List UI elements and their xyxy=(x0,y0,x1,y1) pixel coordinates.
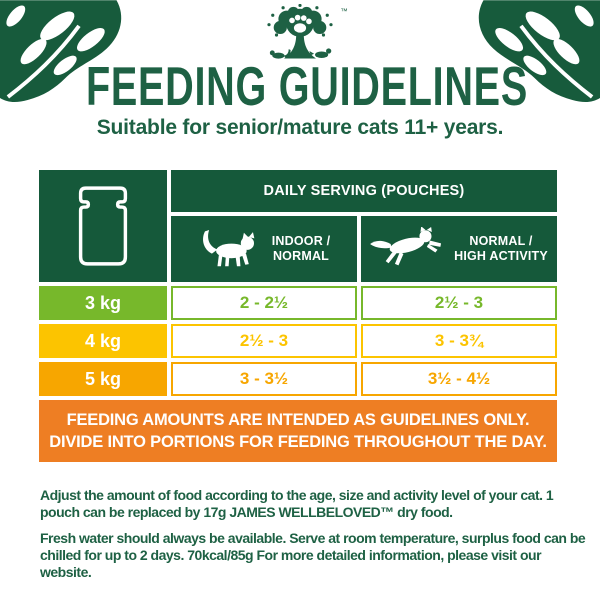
serving-value: 2 - 2½ xyxy=(171,286,357,320)
footnote-freshwater: Fresh water should always be available. … xyxy=(40,530,586,580)
column-label-active: NORMAL / HIGH ACTIVITY xyxy=(454,234,548,263)
guidelines-banner: FEEDING AMOUNTS ARE INTENDED AS GUIDELIN… xyxy=(39,400,557,462)
pouch-icon xyxy=(78,186,128,266)
serving-value: 2½ - 3 xyxy=(361,286,557,320)
page-title: FEEDING GUIDELINES xyxy=(85,55,528,117)
banner-line-2: DIVIDE INTO PORTIONS FOR FEEDING THROUGH… xyxy=(49,433,547,451)
serving-value: 3 - 3½ xyxy=(171,362,357,396)
pouch-header-cell xyxy=(39,170,167,282)
column-label-indoor: INDOOR / NORMAL xyxy=(271,234,331,263)
weight-label: 3 kg xyxy=(39,286,167,320)
logo-trademark: ™ xyxy=(340,6,348,15)
daily-serving-header: DAILY SERVING (POUCHES) xyxy=(171,170,557,212)
footnotes: Adjust the amount of food according to t… xyxy=(40,487,588,590)
serving-value: 2½ - 3 xyxy=(171,324,357,358)
weight-label: 4 kg xyxy=(39,324,167,358)
feeding-table: DAILY SERVING (POUCHES) INDOOR / NORMAL xyxy=(39,170,557,396)
serving-value: 3½ - 4½ xyxy=(361,362,557,396)
footnote-adjust: Adjust the amount of food according to t… xyxy=(40,487,554,520)
leaf-decoration-right xyxy=(478,0,600,102)
banner-line-1: FEEDING AMOUNTS ARE INTENDED AS GUIDELIN… xyxy=(66,411,530,429)
walking-cat-icon xyxy=(202,229,255,266)
serving-value: 3 - 3¾ xyxy=(361,324,557,358)
leaf-decoration-left xyxy=(0,0,122,102)
page-subtitle: Suitable for senior/mature cats 11+ year… xyxy=(96,116,504,139)
column-header-active: NORMAL / HIGH ACTIVITY xyxy=(361,216,557,282)
leaping-cat-icon xyxy=(370,227,442,266)
tree-paw-cat-dog-logo-icon: ™ xyxy=(267,4,348,59)
column-header-indoor: INDOOR / NORMAL xyxy=(171,216,357,282)
weight-label: 5 kg xyxy=(39,362,167,396)
